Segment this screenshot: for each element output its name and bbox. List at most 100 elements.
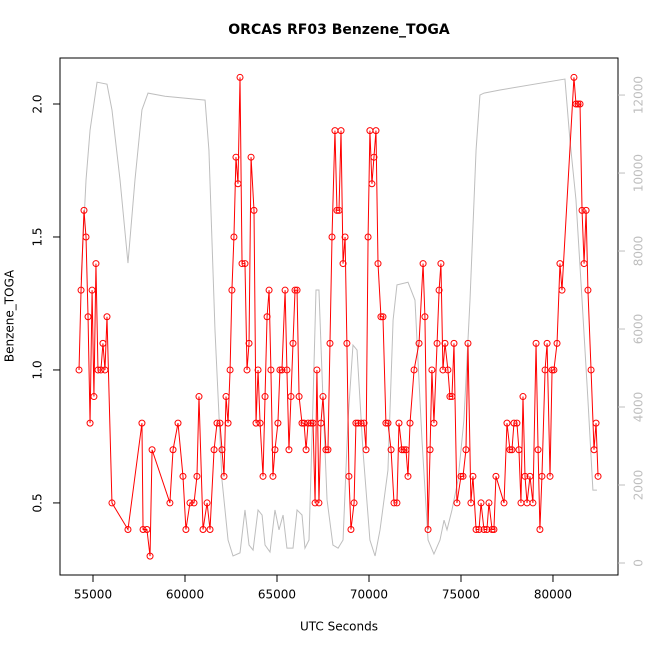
point [345,472,353,480]
point [472,526,480,534]
point [82,233,90,241]
point [548,366,556,374]
point [243,366,251,374]
point [435,286,443,294]
point [139,526,147,534]
point [347,526,355,534]
point [220,472,228,480]
x-tick-label: 80000 [534,588,572,602]
point [179,472,187,480]
point [368,180,376,188]
point [186,499,194,507]
point [226,366,234,374]
point [419,260,427,268]
y2-tick-label: 2000 [632,470,646,501]
point [406,419,414,427]
y2-tick-label: 4000 [632,392,646,423]
point [138,419,146,427]
point [453,499,461,507]
point [558,286,566,294]
point [328,233,336,241]
point [274,419,282,427]
point [146,552,154,560]
point [80,206,88,214]
point [199,526,207,534]
point [490,526,498,534]
point [234,180,242,188]
point [582,206,590,214]
point [538,472,546,480]
point [267,366,275,374]
point [475,526,483,534]
point [307,419,315,427]
point [426,446,434,454]
point [364,233,372,241]
point [450,339,458,347]
y-tick-label: 1.5 [31,227,45,246]
point [285,446,293,454]
point [546,472,554,480]
point [393,499,401,507]
point [304,419,312,427]
x-tick-label: 65000 [258,588,296,602]
point [360,419,368,427]
point [101,366,109,374]
point [224,419,232,427]
point [433,339,441,347]
point [124,526,132,534]
point [287,393,295,401]
point [439,366,447,374]
point [193,472,201,480]
x-tick-label: 70000 [350,588,388,602]
point [333,206,341,214]
point [238,260,246,268]
point [574,100,582,108]
point [218,446,226,454]
point [382,419,390,427]
point [529,499,537,507]
point [203,499,211,507]
y-tick-label: 2.0 [31,94,45,113]
point [390,499,398,507]
y2-tick-label: 6000 [632,314,646,345]
point [103,313,111,321]
point [572,100,580,108]
point [594,472,602,480]
point [580,260,588,268]
point [108,499,116,507]
x-tick-label: 75000 [442,588,480,602]
point [210,446,218,454]
point [421,313,429,321]
point [252,419,260,427]
point [341,233,349,241]
point [174,419,182,427]
point [584,286,592,294]
point [343,339,351,347]
point [265,286,273,294]
point [488,526,496,534]
point [492,472,500,480]
x-axis-label: UTC Seconds [300,620,378,634]
point [459,472,467,480]
point [362,446,370,454]
point [570,73,578,81]
y2-tick-label: 10000 [632,154,646,192]
point [510,419,518,427]
point [256,419,264,427]
series-line [80,78,597,557]
y2-tick-label: 12000 [632,76,646,114]
point [467,499,475,507]
point [400,446,408,454]
point [395,419,403,427]
point [350,499,358,507]
point [254,366,262,374]
point [543,339,551,347]
point [222,393,230,401]
point [278,366,286,374]
point [441,339,449,347]
point [269,472,277,480]
point [213,419,221,427]
point [230,233,238,241]
point [293,286,301,294]
